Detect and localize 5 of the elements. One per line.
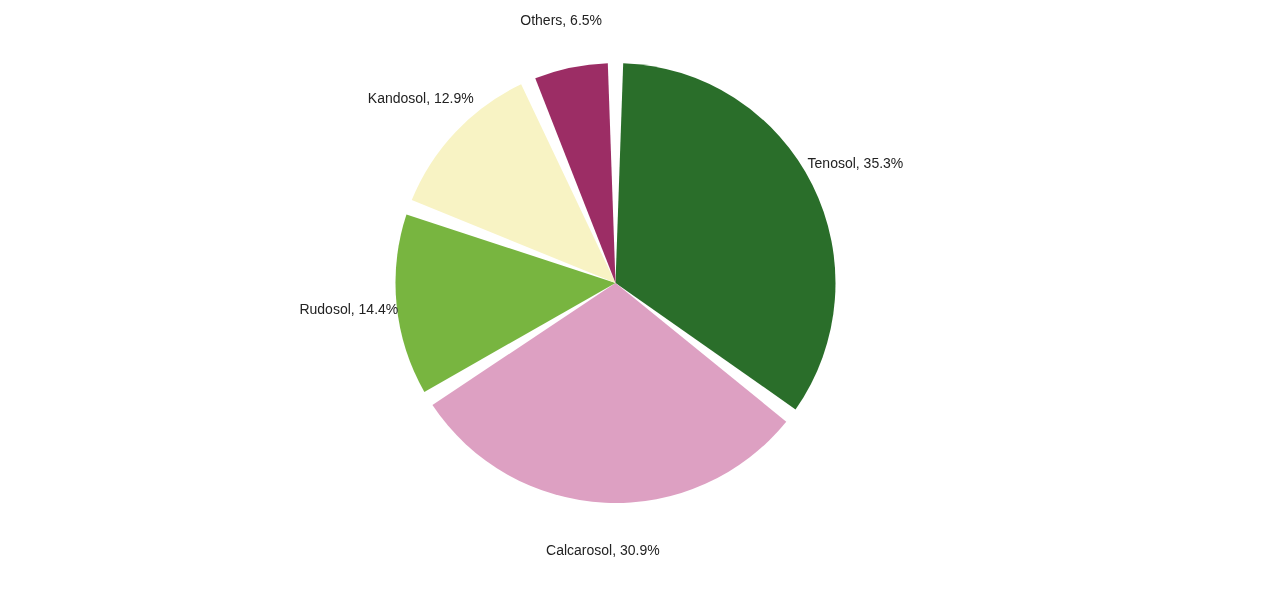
slice-label: Tenosol, 35.3% [807, 154, 904, 171]
slice-label: Calcarosol, 30.9% [546, 541, 660, 558]
slice-label: Rudosol, 14.4% [299, 300, 399, 317]
slice-label: Others, 6.5% [520, 11, 602, 28]
slice-label: Kandosol, 12.9% [367, 89, 474, 106]
